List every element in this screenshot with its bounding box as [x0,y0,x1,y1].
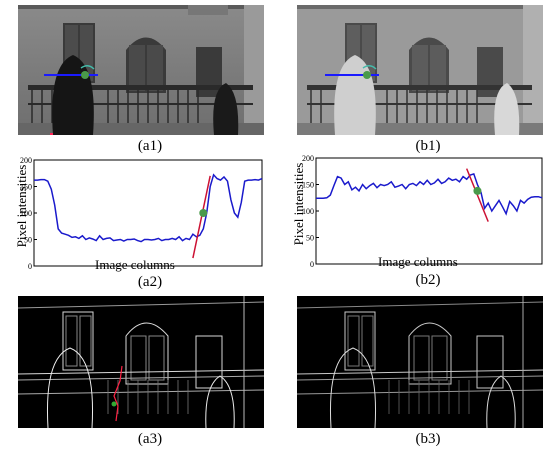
edge-map-b3 [297,296,543,428]
caption-a3: (a3) [137,431,163,447]
chart-a2-frame [33,159,263,267]
a2-ytick-label: 0 [28,262,32,271]
edge-map-a3 [18,296,264,428]
b2-ytick-label: 200 [302,154,314,163]
a2-ytick-label: 200 [20,156,32,165]
a2-ytick-label: 100 [20,209,32,218]
caption-b1: (b1) [415,138,441,154]
caption-b2: (b2) [415,272,441,288]
b2-ytick-label: 50 [306,234,314,243]
chart-a2-series-line [34,173,263,243]
b2-ytick-label: 150 [302,181,314,190]
chart-a2-xlabel: Image columns [95,257,175,272]
chart-a2-marker-point [199,209,208,217]
photo-b1 [297,5,543,135]
b2-ytick-label: 0 [310,260,314,269]
a2-ytick-label: 50 [24,236,32,245]
chart-b2-frame [315,157,543,265]
chart-b2-xlabel: Image columns [378,254,458,269]
chart-b2-tangent-line [465,168,489,222]
caption-a1: (a1) [137,138,163,154]
photo-a1 [18,5,264,135]
chart-a2-tangent-line [192,175,211,259]
a2-ytick-label: 150 [20,183,32,192]
chart-b2-series-line [316,172,543,216]
chart-a2: 200 150 100 50 0 [20,156,263,271]
chart-b2: 200 150 100 50 0 [302,154,543,269]
chart-b2-marker-point [473,186,482,195]
caption-b3: (b3) [415,431,441,447]
caption-a2: (a2) [137,274,163,290]
b2-ytick-label: 100 [302,207,314,216]
